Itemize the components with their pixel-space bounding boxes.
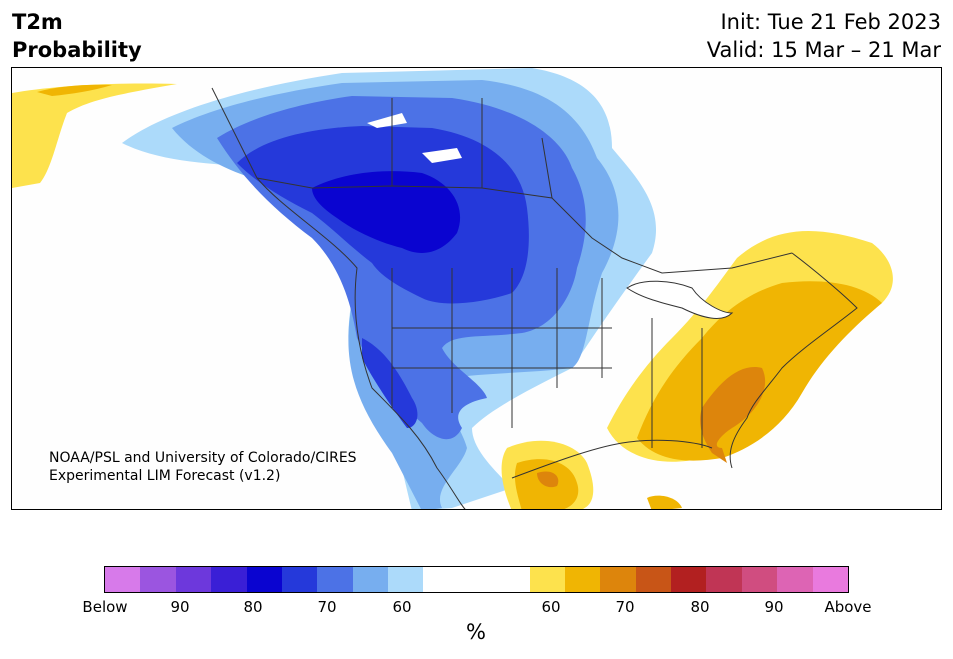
probability-colorbar xyxy=(104,566,849,593)
great-lakes xyxy=(626,280,734,319)
alaska-above-region xyxy=(12,83,177,188)
colorbar-segment-below-75 xyxy=(246,567,282,592)
colorbar-segment-above-80 xyxy=(706,567,742,592)
colorbar-segment-above-60 xyxy=(564,567,601,592)
hudson-lakes xyxy=(367,113,462,163)
canada-provinces xyxy=(211,87,553,199)
colorbar-tick-label: 70 xyxy=(615,598,635,616)
colorbar-segment-below-65 xyxy=(317,567,353,592)
colorbar-segment-above-55 xyxy=(529,567,565,592)
east-coast-line xyxy=(729,252,858,469)
alaska-above-core xyxy=(37,84,112,96)
colorbar-segment-above-85 xyxy=(741,567,778,592)
above-60-caribbean xyxy=(647,495,682,509)
colorbar-segment-above-70 xyxy=(635,567,672,592)
colorbar-tick-label: 70 xyxy=(317,598,337,616)
below-70-coast xyxy=(362,338,418,428)
forecast-dates: Init: Tue 21 Feb 2023 Valid: 15 Mar – 21… xyxy=(707,8,941,64)
us-canada-border xyxy=(256,177,793,274)
below-75-band xyxy=(312,171,461,253)
title-line-variable: T2m xyxy=(12,10,63,34)
colorbar-tick-label: 80 xyxy=(243,598,263,616)
colorbar-segment-above-extreme xyxy=(812,567,848,592)
colorbar-segment-below-70 xyxy=(281,567,318,592)
state-lines xyxy=(391,268,703,448)
valid-date: Valid: 15 Mar – 21 Mar xyxy=(706,38,941,62)
probability-map: NOAA/PSL and University of Colorado/CIRE… xyxy=(11,67,942,510)
init-date: Init: Tue 21 Feb 2023 xyxy=(720,10,941,34)
colorbar-segment-below-85 xyxy=(175,567,212,592)
colorbar-tick-label: Below xyxy=(82,598,128,616)
map-canvas xyxy=(12,68,893,509)
west-coast-line xyxy=(256,177,466,509)
colorbar-tick-label: 90 xyxy=(170,598,190,616)
map-title: T2m Probability xyxy=(12,8,142,64)
colorbar-ticks: Below 90 80 70 60 60 70 80 90 Above xyxy=(0,598,953,618)
colorbar-segment-above-90 xyxy=(777,567,813,592)
colorbar-unit: % xyxy=(466,620,486,644)
colorbar-segment-below-60 xyxy=(352,567,388,592)
boundaries xyxy=(211,87,858,509)
title-line-type: Probability xyxy=(12,38,142,62)
colorbar-segment-below-55 xyxy=(388,567,424,592)
credit-line-org: NOAA/PSL and University of Colorado/CIRE… xyxy=(49,450,357,466)
colorbar-tick-label: Above xyxy=(824,598,872,616)
colorbar-tick-label: 80 xyxy=(690,598,710,616)
colorbar-segment-above-75 xyxy=(671,567,707,592)
colorbar-segment-normal xyxy=(423,567,530,592)
above-65-south-texas xyxy=(537,471,559,488)
colorbar-tick-label: 60 xyxy=(541,598,561,616)
colorbar-segment-above-65 xyxy=(600,567,636,592)
colorbar-tick-label: 60 xyxy=(392,598,412,616)
colorbar-segment-below-80 xyxy=(211,567,247,592)
above-65-southeast xyxy=(700,367,766,463)
gulf-coast-line xyxy=(511,439,713,479)
colorbar-tick-label: 90 xyxy=(764,598,784,616)
colorbar-segment-below-extreme xyxy=(105,567,141,592)
forecast-credit: NOAA/PSL and University of Colorado/CIRE… xyxy=(49,449,357,485)
credit-line-model: Experimental LIM Forecast (v1.2) xyxy=(49,468,281,484)
colorbar-segment-below-90 xyxy=(140,567,176,592)
